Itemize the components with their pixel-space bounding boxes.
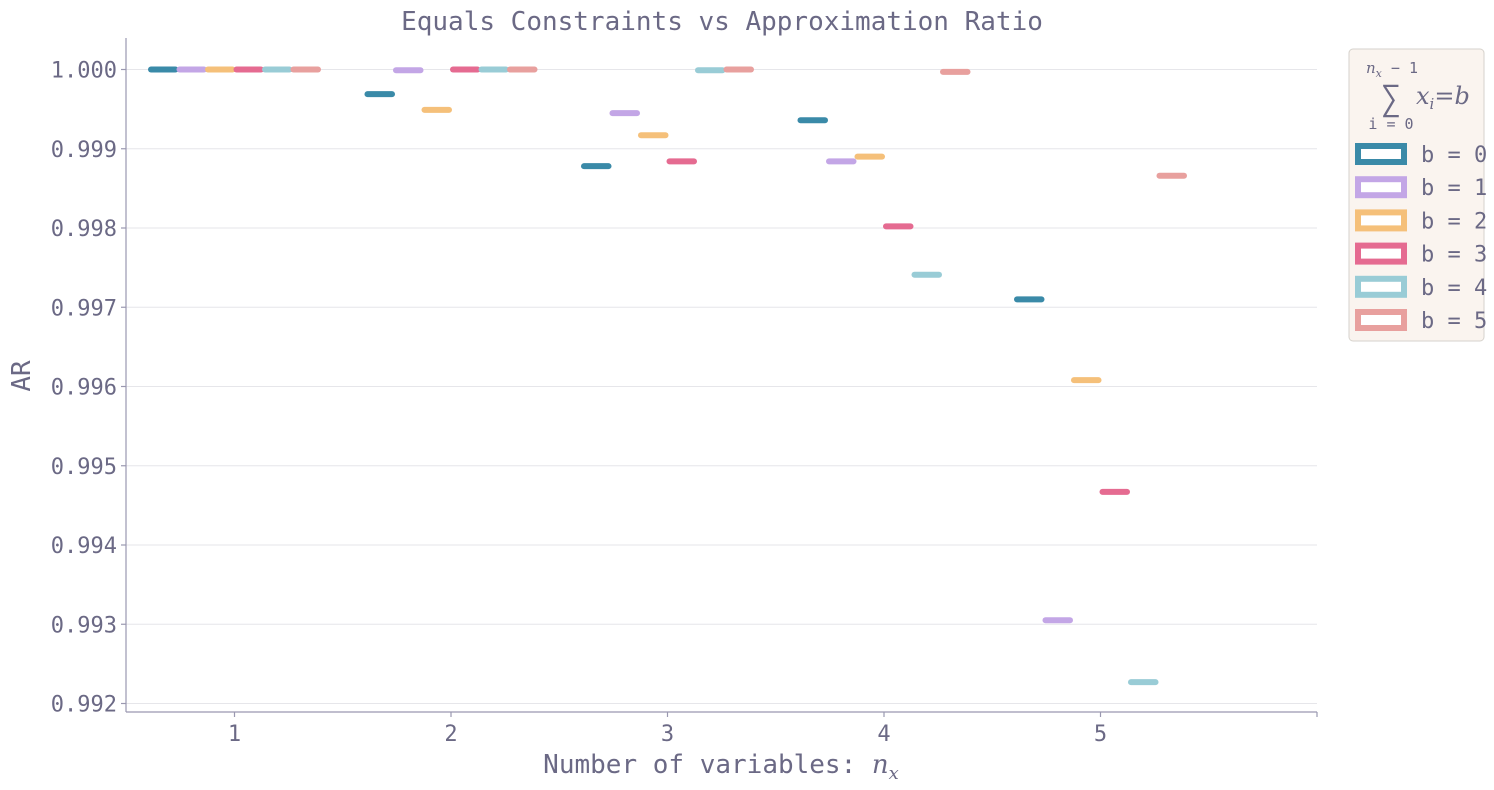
legend-sum-symbol: ∑ <box>1381 79 1401 119</box>
y-tick-label: 0.995 <box>51 455 117 480</box>
x-tick-label: 2 <box>444 722 457 747</box>
legend-item: b = 3 <box>1355 242 1487 268</box>
legend-label: b = 3 <box>1421 243 1487 268</box>
series-0 <box>148 66 1045 303</box>
x-axis-label: Number of variables: nx <box>543 750 899 784</box>
y-tick-label: 0.998 <box>51 217 117 242</box>
x-tick-label: 4 <box>877 722 890 747</box>
y-tick-label: 0.993 <box>51 613 117 638</box>
legend-box <box>1348 48 1485 342</box>
y-tick-label: 0.999 <box>51 138 117 163</box>
y-tick-label: 0.994 <box>51 534 117 559</box>
legend-sum-term: xi=b <box>1416 82 1470 113</box>
legend-title: nx − 1 ∑ i = 0 xi=b <box>1366 59 1470 133</box>
series-3 <box>233 66 1130 495</box>
legend-item: b = 1 <box>1355 176 1487 201</box>
legend-item: b = 4 <box>1355 275 1487 301</box>
x-tick-label: 3 <box>661 722 674 747</box>
legend-label: b = 4 <box>1421 276 1487 301</box>
series-1 <box>176 66 1073 624</box>
legend-swatch <box>1355 242 1407 265</box>
legend-swatch <box>1355 275 1407 298</box>
y-tick-label: 0.996 <box>51 376 117 401</box>
y-axis-label: AR <box>7 360 37 392</box>
legend-swatch <box>1355 209 1407 232</box>
legend-swatch <box>1355 143 1407 165</box>
x-tick-label: 1 <box>228 722 241 747</box>
series-4 <box>262 66 1159 686</box>
legend-label: b = 2 <box>1421 209 1487 234</box>
y-tick-label: 0.997 <box>51 296 117 321</box>
y-tick-label: 0.992 <box>51 693 117 718</box>
bar-series <box>148 66 1187 686</box>
legend-item: b = 0 <box>1355 143 1487 168</box>
legend-label: b = 5 <box>1421 309 1487 334</box>
legend-items: b = 0 b = 1 b = 2 b = 3 b = 4 b = 5 <box>1355 143 1487 334</box>
series-2 <box>205 66 1102 384</box>
series-5 <box>290 66 1187 179</box>
grid-lines <box>126 69 1317 704</box>
legend-item: b = 5 <box>1355 309 1487 334</box>
legend-sum-lower-limit: i = 0 <box>1368 115 1413 133</box>
chart-title: Equals Constraints vs Approximation Rati… <box>401 7 1043 37</box>
x-tick-label: 5 <box>1094 722 1107 747</box>
legend-label: b = 1 <box>1421 176 1487 201</box>
legend-swatch <box>1355 309 1407 331</box>
legend-label: b = 0 <box>1421 143 1487 168</box>
legend-item: b = 2 <box>1355 209 1487 234</box>
x-axis-ticks: 1 2 3 4 5 <box>228 712 1107 747</box>
legend-sum-upper-limit: nx − 1 <box>1366 59 1418 80</box>
legend-swatch <box>1355 176 1407 199</box>
y-tick-label: 1.000 <box>51 59 117 84</box>
legend: nx − 1 ∑ i = 0 xi=b b = 0 b = 1 b = 2 b = 3… <box>1348 48 1487 342</box>
y-axis-ticks: 0.992 0.993 0.994 0.995 0.996 0.997 0.998 0.999… <box>51 59 126 718</box>
